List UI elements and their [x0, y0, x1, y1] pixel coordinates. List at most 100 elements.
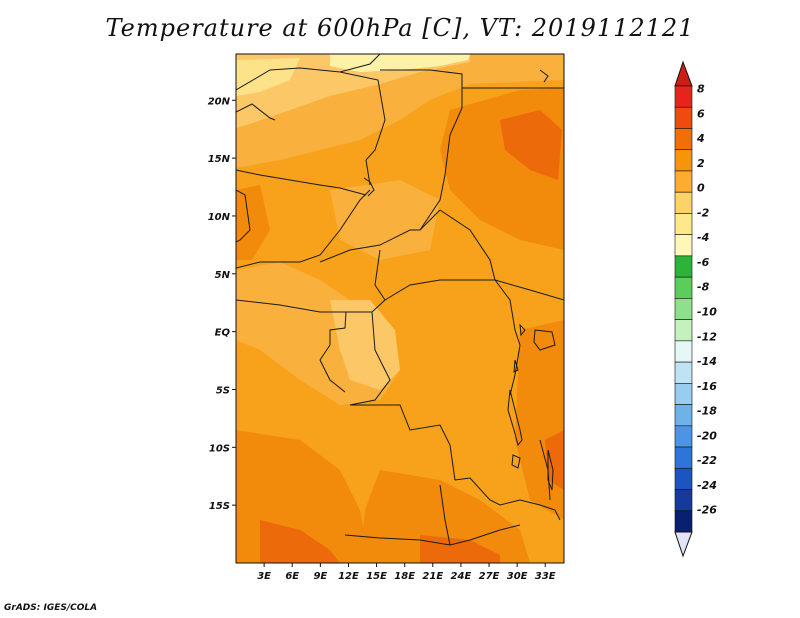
- map-frame: [235, 53, 565, 564]
- lake-malawi: [547, 449, 554, 491]
- colorbar-swatch: [674, 149, 693, 172]
- border-algeria-niger: [236, 103, 276, 121]
- colorbar-label: -18: [697, 405, 717, 418]
- lake-victoria: [533, 329, 556, 351]
- colorbar-label: -24: [697, 479, 717, 492]
- lake-kivu: [513, 359, 519, 373]
- border-drc-uganda: [494, 279, 521, 396]
- colorbar-swatch: [674, 467, 693, 490]
- colorbar-swatch: [674, 340, 693, 363]
- colorbar-swatch: [674, 404, 693, 427]
- border-chad-car: [319, 209, 441, 263]
- border-drc-zambia: [454, 477, 521, 506]
- field-east-hot: [545, 430, 564, 490]
- colorbar-label: -20: [697, 429, 717, 442]
- lon-tick-label: 27E: [479, 571, 500, 582]
- colorbar-label: -6: [697, 256, 710, 269]
- colorbar-boxes: [674, 85, 693, 533]
- colorbar-swatch: [674, 425, 693, 448]
- colorbar-label: 0: [697, 182, 705, 195]
- border-zambia-zimbabwe: [469, 524, 521, 541]
- border-congo-drc: [349, 311, 391, 406]
- colorbar-swatch: [674, 446, 693, 469]
- lake-mweru: [511, 454, 521, 469]
- border-chad-sudan: [419, 107, 463, 231]
- field-chad-cool: [330, 180, 440, 260]
- colorbar-swatch: [674, 276, 693, 299]
- lon-tick-label: 21E: [422, 571, 443, 582]
- colorbar-label: -2: [697, 206, 710, 219]
- border-niger-chad: [339, 71, 386, 186]
- colorbar-label: -12: [697, 330, 717, 343]
- lake-albert: [519, 323, 526, 337]
- border-south-sudan-uganda: [494, 279, 564, 301]
- lon-tick-label: 6E: [285, 571, 299, 582]
- lon-tick-label: 15E: [366, 571, 387, 582]
- lake-tanganyika: [507, 389, 523, 447]
- colorbar-swatch: [674, 510, 693, 533]
- colorbar-swatch: [674, 170, 693, 193]
- colorbar-label: 4: [696, 132, 705, 145]
- colorbar-swatch: [674, 255, 693, 278]
- temperature-field: [236, 54, 564, 563]
- grads-credit: GrADS: IGES/COLA: [4, 603, 98, 613]
- border-libya-niger: [236, 54, 381, 91]
- border-drc-angola: [350, 404, 456, 481]
- lon-tick-label: 18E: [394, 571, 415, 582]
- field-northwest-cool: [236, 58, 300, 96]
- longitude-axis: 3E 6E 9E 12E 15E 18E 21E 24E 27E 30E 33E: [257, 563, 556, 582]
- colorbar-swatch: [674, 489, 693, 512]
- colorbar-swatch: [674, 298, 693, 320]
- field-cameroon-warm: [236, 185, 270, 260]
- lon-tick-label: 3E: [257, 571, 271, 582]
- lon-tick-label: 9E: [313, 571, 327, 582]
- border-gabon-congo: [319, 311, 347, 393]
- lat-tick-label: 5S: [216, 385, 230, 396]
- colorbar-label: -4: [697, 231, 709, 244]
- colorbar-label: -10: [697, 305, 717, 318]
- lat-tick-label: EQ: [215, 328, 231, 339]
- colorbar-swatch: [674, 234, 693, 257]
- colorbar-labels: 8 6 4 2 0 -2 -4 -6 -8 -10 -12 -14 -16 -18 -20 -22 -24 -26: [696, 82, 717, 516]
- colorbar-swatch: [674, 319, 693, 342]
- lat-tick-label: 20N: [208, 96, 231, 107]
- lon-tick-label: 30E: [507, 571, 528, 582]
- border-nigeria-cameroon: [236, 189, 371, 269]
- field-central-cooler: [330, 300, 400, 390]
- border-cameroon-congo: [346, 299, 386, 313]
- colorbar-bottom-arrow: [674, 531, 693, 558]
- border-car-drc: [374, 249, 495, 301]
- figure-title: Temperature at 600hPa [C], VT: 201911212…: [105, 14, 695, 42]
- field-north-cool: [236, 54, 470, 128]
- colorbar-swatch: [674, 361, 693, 384]
- field-northeast-hot: [500, 110, 562, 180]
- colorbar-label: 6: [697, 107, 705, 120]
- colorbar-swatch: [674, 191, 693, 214]
- lakes: [507, 323, 556, 491]
- border-west-coast: [236, 189, 251, 243]
- colorbar-label: -22: [697, 454, 717, 467]
- colorbar-swatch: [674, 106, 693, 129]
- colorbar-label: -8: [697, 281, 710, 294]
- colorbar-swatch: [674, 383, 693, 405]
- lat-tick-label: 10S: [209, 443, 230, 454]
- lon-tick-label: 12E: [338, 571, 359, 582]
- colorbar-label: -14: [697, 355, 717, 368]
- field-north-coolest: [330, 54, 470, 72]
- lat-tick-label: 15N: [208, 154, 231, 165]
- lat-tick-label: 5N: [215, 270, 231, 281]
- lat-tick-label: 10N: [208, 212, 231, 223]
- border-angola-zambia: [439, 484, 451, 546]
- colorbar-swatch: [674, 85, 693, 108]
- border-cameroon-gabon: [236, 299, 346, 313]
- country-borders: [236, 54, 564, 546]
- colorbar-label: -26: [697, 504, 717, 517]
- border-car-sudan: [439, 209, 496, 281]
- border-angola-namibia: [344, 534, 471, 546]
- colorbar-label: 2: [697, 157, 705, 170]
- colorbar-top-arrow: [674, 60, 693, 87]
- latitude-axis: 20N 15N 10N 5N EQ 5S 10S 15S: [208, 96, 236, 512]
- field-south-hot: [420, 535, 500, 563]
